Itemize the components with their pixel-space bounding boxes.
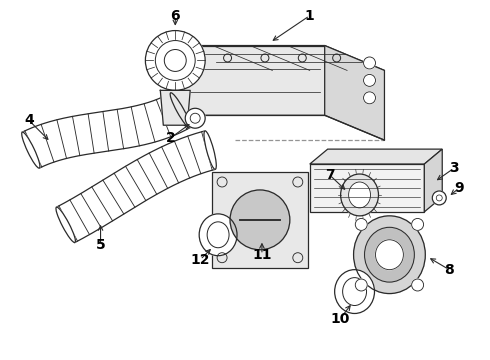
Text: 2: 2 — [166, 131, 175, 145]
Circle shape — [364, 75, 375, 86]
Circle shape — [412, 279, 423, 291]
Polygon shape — [160, 90, 190, 125]
Ellipse shape — [199, 214, 237, 256]
Ellipse shape — [354, 216, 425, 293]
Polygon shape — [424, 149, 442, 212]
Text: 6: 6 — [171, 9, 180, 23]
Ellipse shape — [343, 278, 367, 306]
Ellipse shape — [207, 222, 229, 248]
Text: 5: 5 — [96, 238, 105, 252]
Ellipse shape — [22, 132, 40, 168]
Ellipse shape — [56, 207, 75, 243]
Text: 12: 12 — [191, 253, 210, 267]
Circle shape — [364, 92, 375, 104]
Circle shape — [185, 108, 205, 128]
Text: 8: 8 — [444, 263, 454, 276]
Ellipse shape — [146, 31, 205, 90]
Ellipse shape — [348, 182, 370, 208]
Ellipse shape — [155, 41, 195, 80]
Polygon shape — [175, 45, 385, 71]
Ellipse shape — [164, 50, 186, 71]
Polygon shape — [310, 164, 424, 212]
Circle shape — [412, 219, 423, 230]
Text: 4: 4 — [24, 113, 34, 127]
Ellipse shape — [375, 240, 403, 270]
Ellipse shape — [204, 131, 216, 170]
Text: 3: 3 — [449, 161, 459, 175]
Circle shape — [436, 195, 442, 201]
Text: 10: 10 — [330, 312, 349, 327]
Circle shape — [190, 113, 200, 123]
Circle shape — [432, 191, 446, 205]
Text: 9: 9 — [454, 181, 464, 195]
Ellipse shape — [335, 270, 374, 314]
Ellipse shape — [170, 93, 190, 128]
Text: 1: 1 — [305, 9, 315, 23]
Circle shape — [355, 219, 367, 230]
Circle shape — [230, 190, 290, 250]
Circle shape — [364, 57, 375, 69]
Ellipse shape — [365, 227, 415, 282]
Circle shape — [355, 279, 367, 291]
Polygon shape — [310, 149, 442, 164]
Polygon shape — [325, 45, 385, 140]
Text: 11: 11 — [252, 248, 271, 262]
Polygon shape — [212, 172, 308, 268]
Polygon shape — [175, 45, 325, 115]
Ellipse shape — [341, 174, 378, 216]
Text: 7: 7 — [325, 168, 335, 182]
